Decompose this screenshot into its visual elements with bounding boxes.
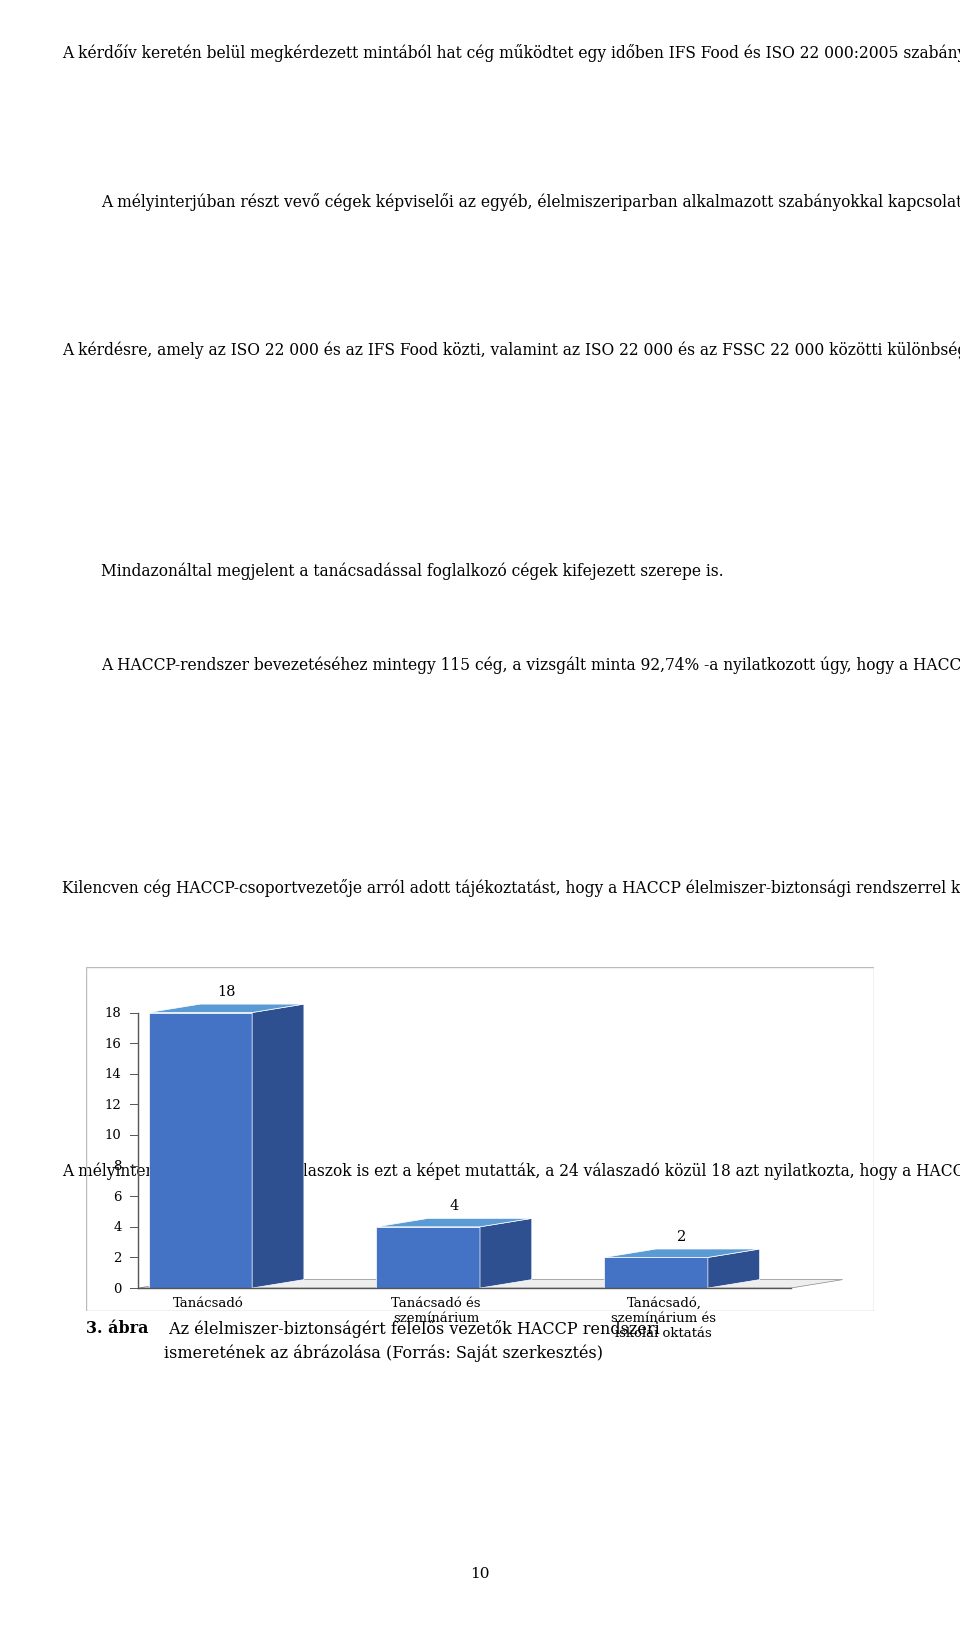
Text: 2: 2 bbox=[678, 1229, 686, 1242]
Text: A mélyinterjúban részt vevő cégek képviselői az egyéb, élelmiszeriparban alkalma: A mélyinterjúban részt vevő cégek képvis… bbox=[101, 192, 960, 210]
Polygon shape bbox=[480, 1219, 532, 1288]
Text: 3. ábra: 3. ábra bbox=[86, 1319, 149, 1336]
Text: 2: 2 bbox=[113, 1251, 122, 1264]
Text: 4: 4 bbox=[113, 1221, 122, 1234]
Text: Tanácsadó: Tanácsadó bbox=[173, 1296, 244, 1310]
Polygon shape bbox=[149, 1013, 252, 1288]
Polygon shape bbox=[708, 1249, 759, 1288]
Polygon shape bbox=[376, 1219, 532, 1228]
Polygon shape bbox=[604, 1249, 759, 1257]
Text: A kérdőív keretén belül megkérdezett mintából hat cég működtet egy időben IFS Fo: A kérdőív keretén belül megkérdezett min… bbox=[62, 44, 960, 62]
Polygon shape bbox=[604, 1257, 708, 1288]
Polygon shape bbox=[252, 1005, 304, 1288]
Polygon shape bbox=[376, 1228, 480, 1288]
Text: 16: 16 bbox=[105, 1037, 122, 1051]
Text: Az élelmiszer-biztonságért felelős vezetők HACCP rendszeri
ismeretének az ábrázo: Az élelmiszer-biztonságért felelős vezet… bbox=[163, 1319, 660, 1362]
Text: 18: 18 bbox=[105, 1006, 122, 1019]
Text: Kilencven cég HACCP-csoportvezetője arról adott tájékoztatást, hogy a HACCP élel: Kilencven cég HACCP-csoportvezetője arró… bbox=[62, 879, 960, 897]
Text: 8: 8 bbox=[113, 1159, 122, 1172]
Text: 12: 12 bbox=[105, 1098, 122, 1111]
Text: 0: 0 bbox=[113, 1282, 122, 1295]
Text: Tanácsadó és
szemínárium: Tanácsadó és szemínárium bbox=[392, 1296, 481, 1324]
Text: A mélyinterjúk során kapott válaszok is ezt a képet mutatták, a 24 válaszadó köz: A mélyinterjúk során kapott válaszok is … bbox=[62, 1160, 960, 1178]
Polygon shape bbox=[149, 1005, 304, 1013]
Text: Mindazonáltal megjelent a tanácsadással foglalkozó cégek kifejezett szerepe is.: Mindazonáltal megjelent a tanácsadással … bbox=[101, 562, 724, 580]
Text: 4: 4 bbox=[449, 1198, 459, 1213]
Text: 14: 14 bbox=[105, 1067, 122, 1080]
Text: 10: 10 bbox=[105, 1129, 122, 1142]
Text: 10: 10 bbox=[470, 1567, 490, 1580]
Text: Tanácsadó,
szemínárium és
iskolái oktatás: Tanácsadó, szemínárium és iskolái oktatá… bbox=[612, 1296, 716, 1339]
Text: A HACCP-rendszer bevezetéséhez mintegy 115 cég, a vizsgált minta 92,74% -a nyila: A HACCP-rendszer bevezetéséhez mintegy 1… bbox=[101, 657, 960, 674]
Text: 6: 6 bbox=[113, 1190, 122, 1203]
Polygon shape bbox=[138, 1280, 843, 1288]
Text: 18: 18 bbox=[217, 985, 235, 998]
Text: A kérdésre, amely az ISO 22 000 és az IFS Food közti, valamint az ISO 22 000 és : A kérdésre, amely az ISO 22 000 és az IF… bbox=[62, 341, 960, 359]
